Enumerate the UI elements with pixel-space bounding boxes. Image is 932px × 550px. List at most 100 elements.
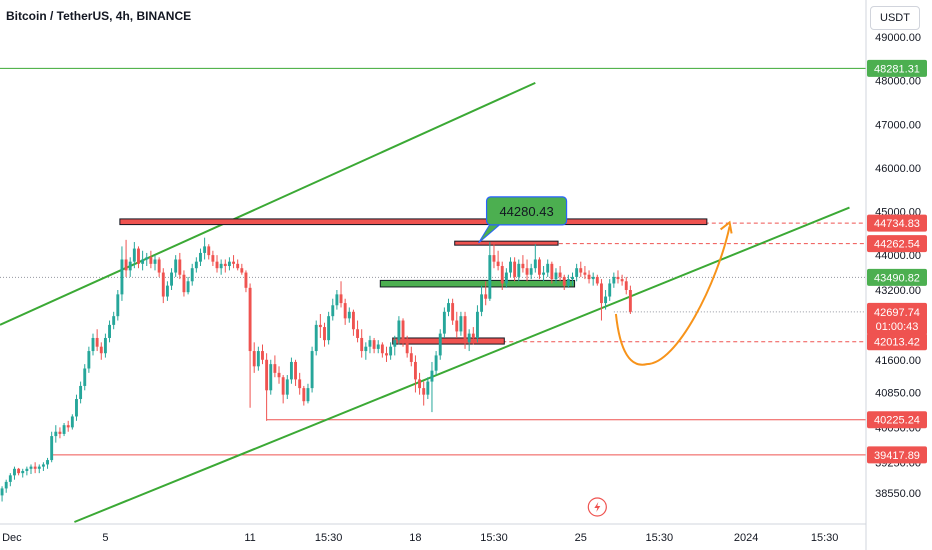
support-zone[interactable] [379, 279, 576, 288]
price-label-text: 44734.83 [874, 218, 920, 230]
candle [211, 255, 215, 262]
candle [604, 296, 608, 304]
currency-selector[interactable]: USDT [870, 6, 920, 30]
candle [66, 425, 70, 428]
candle [405, 342, 409, 354]
candle [182, 274, 186, 293]
candle [517, 263, 521, 277]
candle [0, 488, 4, 496]
candle [46, 460, 49, 465]
candles [0, 237, 632, 502]
candle [422, 388, 426, 395]
callout-box[interactable] [485, 196, 568, 226]
candle [430, 370, 434, 382]
candle [459, 316, 463, 332]
trend-channel-line[interactable] [0, 81, 536, 326]
price-labels: 48281.31 44734.83 44262.54 43490.82 42697.74… [867, 59, 927, 464]
candle [29, 466, 33, 469]
candle [50, 436, 54, 461]
price-tick-label: 41600.00 [875, 355, 921, 367]
candle [533, 259, 537, 269]
candle [240, 268, 244, 273]
candle [327, 316, 331, 341]
price-label-text: 48281.31 [874, 63, 920, 75]
candle [579, 268, 583, 273]
chart-title: Bitcoin / TetherUS, 4h, BINANCE [6, 9, 192, 23]
candle [389, 346, 393, 356]
candle [289, 361, 293, 380]
candle [550, 263, 554, 280]
resistance-zone[interactable] [119, 218, 708, 226]
price-label-text: 44262.54 [874, 239, 920, 251]
candle [112, 316, 116, 325]
candle [265, 359, 269, 391]
price-zones[interactable] [119, 218, 708, 345]
candle [79, 385, 83, 400]
candle [575, 268, 579, 277]
candle [513, 261, 517, 277]
candle [83, 368, 87, 386]
candle [434, 355, 438, 371]
resistance-zone[interactable] [392, 337, 505, 345]
candle [54, 431, 58, 437]
price-callout[interactable]: 44280.43 [478, 196, 607, 517]
candle [591, 276, 595, 280]
candle [306, 388, 310, 402]
price-label-box [867, 446, 927, 464]
candle [566, 279, 570, 286]
candle [310, 351, 314, 389]
candle [33, 466, 37, 469]
candle [25, 468, 29, 471]
candle [95, 337, 99, 347]
candle [207, 246, 211, 256]
candle [219, 263, 223, 269]
candle [323, 327, 326, 341]
projection-path[interactable] [614, 226, 731, 366]
trend-channel-line[interactable] [74, 206, 850, 523]
candle [339, 294, 343, 304]
candle [302, 388, 306, 402]
candle [364, 346, 368, 352]
candle [500, 266, 504, 284]
candle [4, 481, 8, 489]
time-tick-label: 15:30 [315, 532, 343, 544]
candle [620, 279, 624, 282]
time-tick-label: 15:30 [480, 532, 508, 544]
candle [525, 268, 529, 275]
candle [409, 353, 413, 362]
candle [215, 261, 219, 269]
candle [385, 353, 388, 356]
candle [256, 351, 260, 367]
candle [128, 261, 132, 271]
price-tick-label: 47000.00 [875, 119, 921, 131]
callout-pointer [478, 224, 501, 244]
resistance-zone[interactable] [454, 240, 559, 246]
candle [608, 283, 612, 297]
price-tick-label: 40850.00 [875, 387, 921, 399]
candle [132, 248, 136, 262]
candle [612, 276, 616, 284]
candle [628, 290, 632, 312]
candle [103, 337, 107, 354]
channel-lines[interactable] [0, 81, 850, 523]
candle [161, 272, 165, 297]
price-tick-label: 38550.00 [875, 488, 921, 500]
candle [178, 259, 182, 275]
candle [624, 281, 628, 290]
candle [190, 268, 194, 282]
candle [13, 468, 16, 476]
candle [331, 305, 335, 317]
candle [558, 272, 562, 277]
time-tick-label: 25 [575, 532, 587, 544]
projection-curve[interactable] [614, 220, 733, 366]
candle [537, 259, 541, 275]
candle [252, 351, 256, 367]
candle [542, 272, 546, 275]
candle [37, 466, 41, 469]
price-label-box [867, 411, 927, 429]
candle [199, 252, 202, 262]
candle [426, 381, 430, 395]
time-tick-label: 15:30 [646, 532, 674, 544]
candle [413, 361, 417, 380]
